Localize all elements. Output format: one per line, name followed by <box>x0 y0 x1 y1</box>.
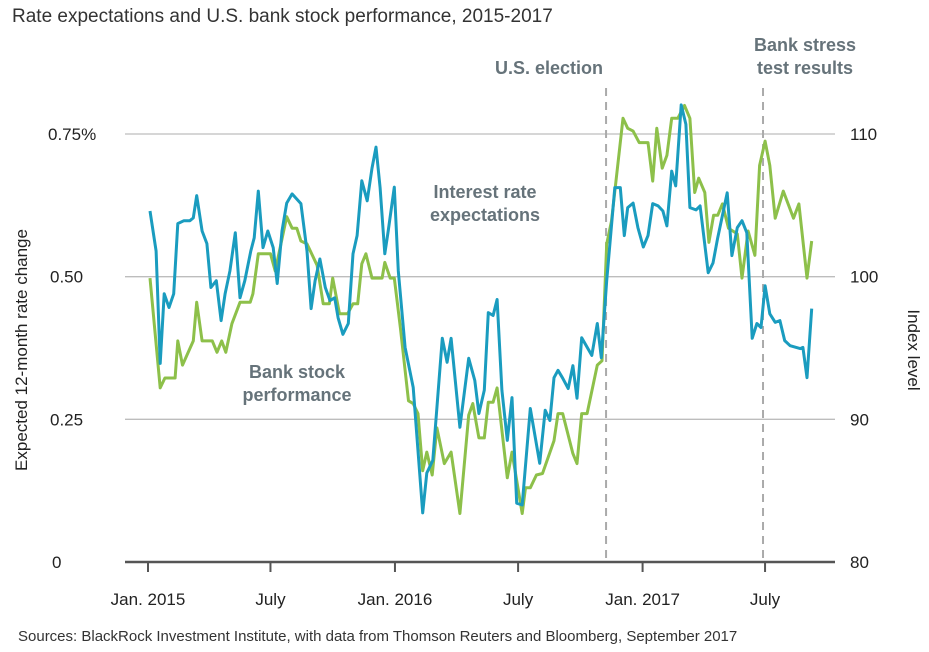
series-label: performance <box>242 385 351 405</box>
event-label: test results <box>757 58 853 78</box>
rate-expectations-line <box>148 103 814 515</box>
y-tick-right-label: 100 <box>850 268 878 287</box>
event-label: U.S. election <box>495 58 603 78</box>
x-tick-label: July <box>750 590 781 609</box>
y-tick-left-label: 0.75% <box>48 125 96 144</box>
y-axis-left-label: Expected 12-month rate change <box>12 229 31 471</box>
y-axis-right-label: Index level <box>904 309 923 390</box>
x-tick-label: Jan. 2015 <box>111 590 186 609</box>
y-tick-left-label: 0.50 <box>50 268 83 287</box>
x-tick-label: Jan. 2016 <box>358 590 433 609</box>
y-tick-right-label: 90 <box>850 410 869 429</box>
series-label: Bank stock <box>249 362 346 382</box>
chart-title: Rate expectations and U.S. bank stock pe… <box>12 6 553 27</box>
y-tick-right-label: 110 <box>850 125 877 144</box>
source-note: Sources: BlackRock Investment Institute,… <box>18 628 737 645</box>
y-tick-left-label: 0 <box>52 553 61 572</box>
y-tick-right-label: 80 <box>850 553 869 572</box>
x-tick-label: July <box>503 590 534 609</box>
series-label: expectations <box>430 205 540 225</box>
x-tick-label: July <box>255 590 286 609</box>
bank-stock-line <box>148 104 814 515</box>
y-tick-left-label: 0.25 <box>50 410 83 429</box>
x-tick-label: Jan. 2017 <box>605 590 680 609</box>
event-label: Bank stress <box>754 35 856 55</box>
series-label: Interest rate <box>433 182 536 202</box>
